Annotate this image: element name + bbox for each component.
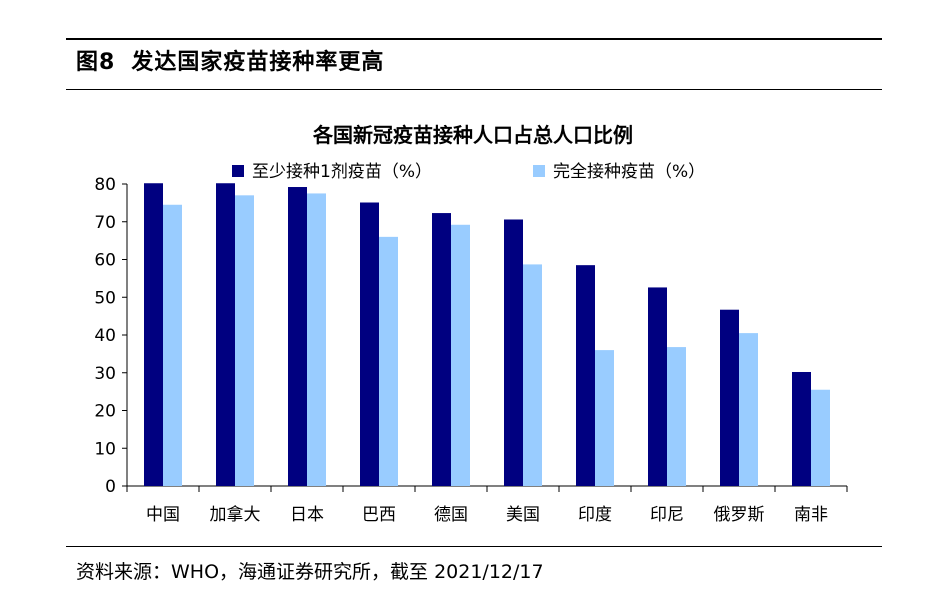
y-tick-label: 30 bbox=[94, 364, 116, 384]
y-tick-label: 50 bbox=[94, 288, 116, 308]
bar-fully-vaccinated bbox=[667, 347, 686, 486]
top-rule bbox=[66, 38, 882, 40]
bar-fully-vaccinated bbox=[523, 264, 542, 486]
legend-label: 至少接种1剂疫苗（%） bbox=[252, 162, 432, 182]
figure-number: 图8 bbox=[76, 50, 116, 75]
x-tick-label: 美国 bbox=[506, 505, 540, 525]
bar-at-least-one-dose bbox=[576, 265, 595, 486]
y-tick-label: 60 bbox=[94, 251, 116, 271]
x-tick-label: 巴西 bbox=[362, 505, 396, 525]
bar-at-least-one-dose bbox=[792, 371, 811, 486]
chart-title: 各国新冠疫苗接种人口占总人口比例 bbox=[312, 123, 633, 147]
x-tick-label: 日本 bbox=[290, 505, 324, 525]
bar-fully-vaccinated bbox=[307, 193, 326, 486]
legend-label: 完全接种疫苗（%） bbox=[553, 162, 705, 182]
x-axis: 中国 加拿大 日本 巴西 德国 美国 印度 印尼 俄罗斯 南非 bbox=[126, 485, 848, 525]
bar-at-least-one-dose bbox=[144, 183, 163, 486]
bar-at-least-one-dose bbox=[288, 187, 307, 486]
bar-at-least-one-dose bbox=[648, 287, 667, 486]
x-tick-label: 南非 bbox=[794, 505, 828, 525]
bar-at-least-one-dose bbox=[432, 213, 451, 486]
legend-swatch bbox=[232, 165, 244, 177]
bar-fully-vaccinated bbox=[235, 195, 254, 486]
x-tick-label: 印尼 bbox=[650, 505, 684, 525]
bar-fully-vaccinated bbox=[163, 204, 182, 486]
bar-at-least-one-dose bbox=[216, 183, 235, 486]
x-tick-label: 印度 bbox=[578, 505, 612, 525]
bar-fully-vaccinated bbox=[451, 224, 470, 486]
bar-series bbox=[144, 183, 830, 487]
bar-fully-vaccinated bbox=[739, 333, 758, 486]
figure-title: 发达国家疫苗接种率更高 bbox=[131, 50, 385, 75]
bar-at-least-one-dose bbox=[504, 219, 523, 487]
figure-heading: 图8 发达国家疫苗接种率更高 bbox=[76, 44, 384, 76]
y-tick-label: 20 bbox=[94, 402, 116, 422]
source-rule bbox=[66, 546, 882, 547]
legend-swatch bbox=[533, 165, 545, 177]
bar-at-least-one-dose bbox=[360, 202, 379, 486]
x-tick-label: 德国 bbox=[434, 505, 468, 525]
y-tick-label: 10 bbox=[94, 439, 116, 459]
bar-fully-vaccinated bbox=[379, 236, 398, 486]
bar-fully-vaccinated bbox=[811, 389, 830, 486]
heading-rule bbox=[66, 89, 882, 90]
y-tick-label: 80 bbox=[94, 175, 116, 195]
x-tick-label: 俄罗斯 bbox=[714, 505, 765, 525]
y-tick-label: 0 bbox=[105, 477, 116, 497]
bar-fully-vaccinated bbox=[595, 350, 614, 486]
y-axis: 0 10 20 30 40 50 60 70 80 bbox=[94, 175, 128, 497]
y-tick-label: 40 bbox=[94, 326, 116, 346]
x-tick-label: 中国 bbox=[146, 505, 180, 525]
bar-at-least-one-dose bbox=[720, 309, 739, 486]
chart-legend: 至少接种1剂疫苗（%） 完全接种疫苗（%） bbox=[232, 162, 705, 182]
x-tick-label: 加拿大 bbox=[210, 504, 261, 525]
source-note: 资料来源：WHO，海通证券研究所，截至 2021/12/17 bbox=[76, 561, 544, 583]
y-tick-label: 70 bbox=[94, 213, 116, 233]
